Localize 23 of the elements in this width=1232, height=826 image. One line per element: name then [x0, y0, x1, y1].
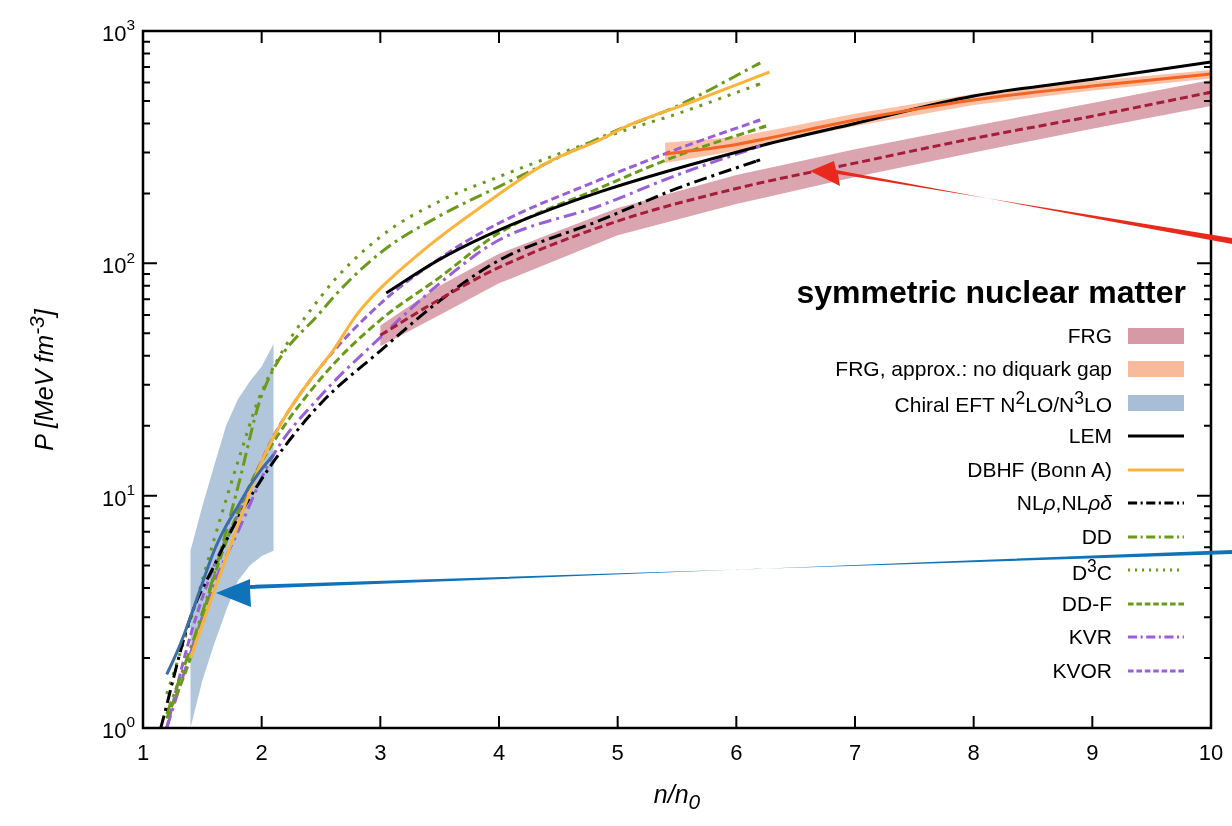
x-tick-label: 2 [255, 740, 268, 766]
legend-label: NLρ,NLρδ [1016, 491, 1112, 516]
legend-label: FRG, approx.: no diquark gap [835, 357, 1112, 382]
legend-label: DBHF (Bonn A) [967, 457, 1112, 482]
legend-title: symmetric nuclear matter [796, 274, 1186, 311]
legend-label: KVOR [1052, 658, 1112, 683]
legend-label: Chiral EFT N$^{2}$LO/N$^{3}$LO [894, 388, 1112, 418]
legend-label: FRG [1067, 323, 1112, 348]
legend-label: DD-F [1061, 591, 1112, 616]
legend-label: D$^{3}$C [1071, 555, 1112, 585]
x-tick-label: 8 [967, 740, 980, 766]
x-tick-label: 7 [848, 740, 862, 766]
x-tick-label: 4 [492, 740, 506, 766]
x-tick-label: 6 [730, 740, 743, 766]
x-tick-label: 1 [136, 740, 150, 766]
x-axis-title: n/n$_{0}$ [653, 780, 701, 814]
legend-label: KVR [1068, 625, 1112, 650]
x-tick-label: 9 [1086, 740, 1099, 766]
legend-label: LEM [1068, 424, 1112, 449]
legend-label: DD [1081, 524, 1112, 549]
x-tick-label: 5 [611, 740, 624, 766]
x-tick-label: 10 [1198, 740, 1224, 766]
x-tick-label: 3 [374, 740, 387, 766]
